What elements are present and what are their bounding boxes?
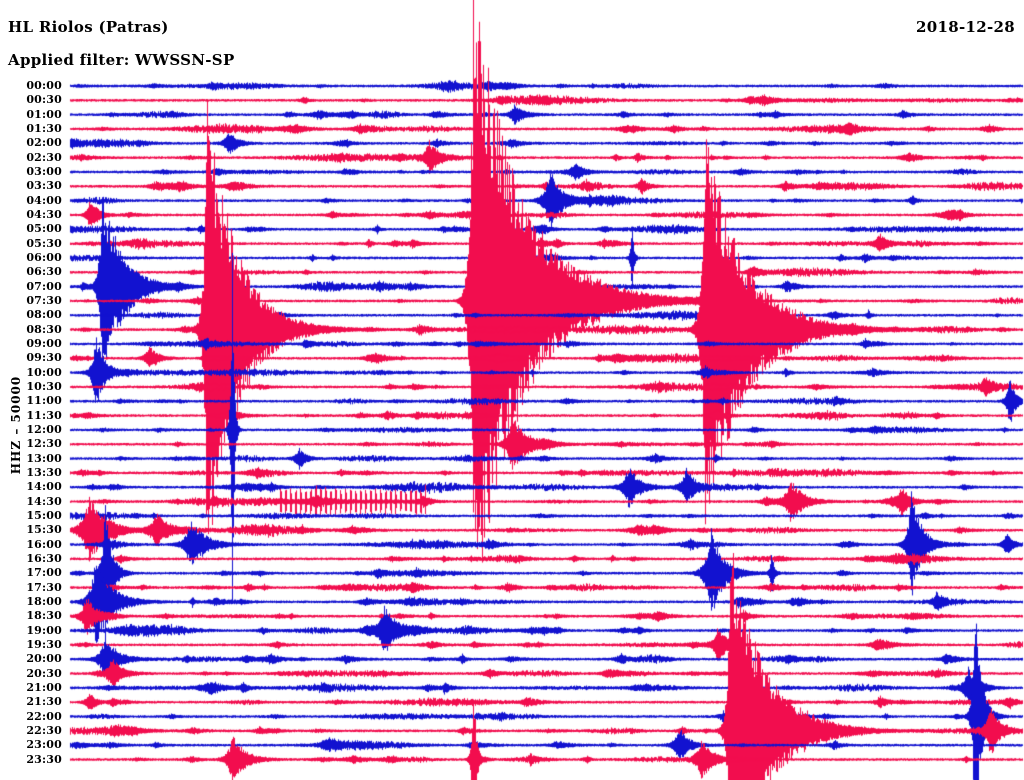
time-axis-label: 06:30 bbox=[26, 265, 62, 279]
time-axis-label: 02:00 bbox=[26, 136, 62, 150]
station-title: HL Riolos (Patras) bbox=[8, 18, 169, 36]
time-axis-label: 00:00 bbox=[26, 79, 62, 92]
time-axis-label: 08:00 bbox=[26, 308, 62, 322]
time-axis-label: 00:30 bbox=[26, 93, 62, 107]
time-axis-label: 23:00 bbox=[26, 738, 62, 752]
time-axis-label: 18:00 bbox=[26, 594, 62, 608]
filter-label: Applied filter: WWSSN-SP bbox=[8, 51, 235, 69]
time-axis-label: 11:00 bbox=[26, 394, 62, 408]
time-axis-label: 12:00 bbox=[26, 422, 62, 436]
time-axis-label: 12:30 bbox=[26, 437, 62, 451]
time-axis-label: 15:30 bbox=[26, 523, 62, 537]
time-axis-label: 11:30 bbox=[26, 408, 62, 422]
date-label: 2018-12-28 bbox=[916, 18, 1015, 36]
time-axis-label: 09:00 bbox=[26, 336, 62, 350]
time-axis-label: 09:30 bbox=[26, 351, 62, 365]
time-axis-label: 01:00 bbox=[26, 107, 62, 121]
time-axis-label: 17:00 bbox=[26, 566, 62, 580]
time-axis-label: 08:30 bbox=[26, 322, 62, 336]
time-axis-label: 14:00 bbox=[26, 480, 62, 494]
time-axis-label: 06:00 bbox=[26, 250, 62, 264]
time-axis: 00:00 00:30 01:00 01:30 02:00 02:30 03:00 03:30… bbox=[0, 0, 62, 780]
time-axis-label: 22:30 bbox=[26, 723, 62, 737]
time-axis-label: 14:30 bbox=[26, 494, 62, 508]
time-axis-label: 04:30 bbox=[26, 207, 62, 221]
time-axis-label: 19:00 bbox=[26, 623, 62, 637]
time-axis-label: 07:00 bbox=[26, 279, 62, 293]
time-axis-label: 02:30 bbox=[26, 150, 62, 164]
time-axis-label: 13:00 bbox=[26, 451, 62, 465]
time-axis-label: 23:30 bbox=[26, 752, 62, 766]
time-axis-label: 18:30 bbox=[26, 609, 62, 623]
time-axis-label: 01:30 bbox=[26, 121, 62, 135]
time-axis-label: 21:30 bbox=[26, 695, 62, 709]
time-axis-label: 16:00 bbox=[26, 537, 62, 551]
time-axis-label: 20:00 bbox=[26, 652, 62, 666]
time-axis-label: 04:00 bbox=[26, 193, 62, 207]
time-axis-label: 15:00 bbox=[26, 508, 62, 522]
time-axis-label: 17:30 bbox=[26, 580, 62, 594]
time-axis-label: 21:00 bbox=[26, 680, 62, 694]
time-axis-label: 05:30 bbox=[26, 236, 62, 250]
time-axis-label: 20:30 bbox=[26, 666, 62, 680]
time-axis-label: 07:30 bbox=[26, 293, 62, 307]
time-axis-label: 05:00 bbox=[26, 222, 62, 236]
time-axis-label: 03:00 bbox=[26, 164, 62, 178]
time-axis-label: 13:30 bbox=[26, 465, 62, 479]
time-axis-label: 10:00 bbox=[26, 365, 62, 379]
time-axis-label: 19:30 bbox=[26, 637, 62, 651]
time-axis-label: 10:30 bbox=[26, 379, 62, 393]
time-axis-label: 03:30 bbox=[26, 179, 62, 193]
time-axis-label: 22:00 bbox=[26, 709, 62, 723]
time-axis-label: 16:30 bbox=[26, 551, 62, 565]
